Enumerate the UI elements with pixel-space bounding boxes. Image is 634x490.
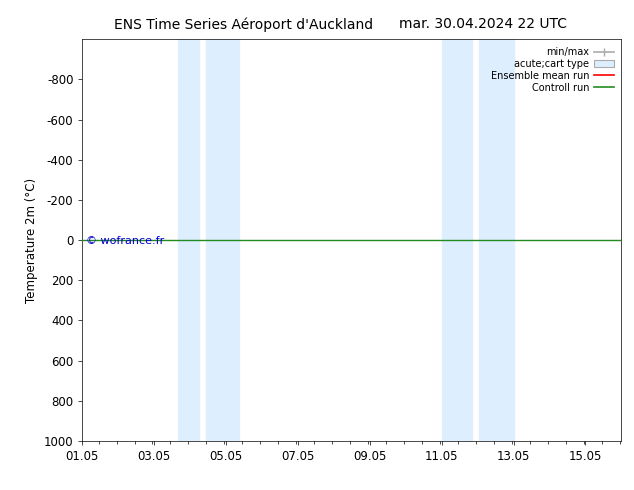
Bar: [178, 39, 199, 441]
Bar: [442, 39, 472, 441]
Legend: min/max, acute;cart type, Ensemble mean run, Controll run: min/max, acute;cart type, Ensemble mean …: [488, 44, 616, 96]
Bar: [206, 39, 238, 441]
Bar: [479, 39, 514, 441]
Text: © wofrance.fr: © wofrance.fr: [86, 236, 164, 246]
Text: ENS Time Series Aéroport d'Auckland: ENS Time Series Aéroport d'Auckland: [114, 17, 373, 32]
Text: mar. 30.04.2024 22 UTC: mar. 30.04.2024 22 UTC: [399, 17, 567, 31]
Y-axis label: Temperature 2m (°C): Temperature 2m (°C): [25, 177, 38, 303]
